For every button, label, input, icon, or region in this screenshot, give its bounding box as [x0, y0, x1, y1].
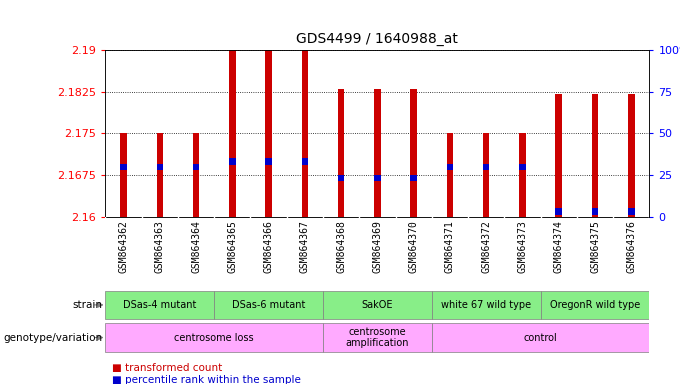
Text: DSas-4 mutant: DSas-4 mutant	[123, 300, 197, 310]
Text: GSM864366: GSM864366	[264, 220, 273, 273]
Text: GSM864374: GSM864374	[554, 220, 564, 273]
Text: genotype/variation: genotype/variation	[3, 333, 102, 343]
Text: GSM864375: GSM864375	[590, 220, 600, 273]
Bar	[229, 158, 235, 165]
Bar	[432, 323, 649, 352]
Text: OregonR wild type: OregonR wild type	[550, 300, 640, 310]
Text: GSM864363: GSM864363	[155, 220, 165, 273]
Bar	[411, 175, 417, 181]
Bar	[374, 89, 381, 217]
Bar	[447, 164, 453, 170]
Bar	[592, 94, 598, 217]
Title: GDS4499 / 1640988_at: GDS4499 / 1640988_at	[296, 32, 458, 46]
Text: GSM864371: GSM864371	[445, 220, 455, 273]
Bar	[214, 291, 323, 319]
Bar	[229, 50, 235, 217]
Text: ■ transformed count: ■ transformed count	[112, 363, 222, 373]
Bar	[105, 323, 323, 352]
Bar	[374, 175, 381, 181]
Bar	[520, 134, 526, 217]
Text: GSM864373: GSM864373	[517, 220, 528, 273]
Bar	[302, 158, 308, 165]
Text: centrosome loss: centrosome loss	[174, 333, 254, 343]
Text: DSas-6 mutant: DSas-6 mutant	[232, 300, 305, 310]
Bar	[483, 134, 490, 217]
Text: GSM864364: GSM864364	[191, 220, 201, 273]
Bar	[265, 158, 272, 165]
Bar	[338, 175, 344, 181]
Bar	[411, 89, 417, 217]
Bar	[556, 94, 562, 217]
Text: GSM864370: GSM864370	[409, 220, 419, 273]
Bar	[628, 208, 634, 215]
Bar	[592, 208, 598, 215]
Bar	[556, 208, 562, 215]
Bar	[483, 164, 490, 170]
Bar	[323, 291, 432, 319]
Bar	[193, 134, 199, 217]
Bar	[323, 323, 432, 352]
Bar	[520, 164, 526, 170]
Bar	[156, 134, 163, 217]
Text: GSM864372: GSM864372	[481, 220, 491, 273]
Bar	[541, 291, 649, 319]
Bar	[105, 291, 214, 319]
Bar	[338, 89, 344, 217]
Text: strain: strain	[72, 300, 102, 310]
Bar	[302, 50, 308, 217]
Text: GSM864369: GSM864369	[373, 220, 382, 273]
Bar	[432, 291, 541, 319]
Text: centrosome
amplification: centrosome amplification	[345, 327, 409, 348]
Text: white 67 wild type: white 67 wild type	[441, 300, 531, 310]
Bar	[120, 134, 126, 217]
Text: GSM864367: GSM864367	[300, 220, 310, 273]
Text: GSM864368: GSM864368	[336, 220, 346, 273]
Text: GSM864365: GSM864365	[227, 220, 237, 273]
Text: GSM864362: GSM864362	[118, 220, 129, 273]
Bar	[193, 164, 199, 170]
Text: GSM864376: GSM864376	[626, 220, 636, 273]
Bar	[120, 164, 126, 170]
Text: SakOE: SakOE	[362, 300, 393, 310]
Text: ■ percentile rank within the sample: ■ percentile rank within the sample	[112, 375, 301, 384]
Bar	[156, 164, 163, 170]
Bar	[628, 94, 634, 217]
Bar	[265, 50, 272, 217]
Text: control: control	[524, 333, 558, 343]
Bar	[447, 134, 453, 217]
